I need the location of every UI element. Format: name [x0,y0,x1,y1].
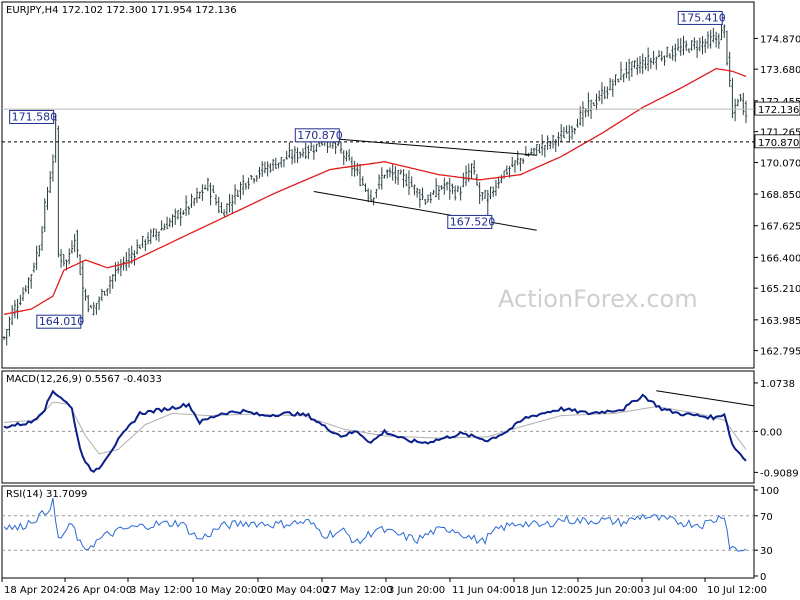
rsi-line [3,497,747,552]
rsi-axis-tick-label: 30 [760,546,773,557]
moving-average-layer [3,67,747,315]
rsi-panel-frame [1,485,755,579]
price-panel-frame [1,1,755,369]
macd-axis-tick-label: 0.00 [760,427,782,438]
annotation-box [9,109,55,124]
time-axis-tick-label: 3 May 12:00 [130,585,192,596]
channel-line [313,136,537,156]
time-axis-tick-label: 10 Jul 12:00 [707,585,767,596]
price-axis-tick-label: 170.070 [760,159,800,170]
annotation-label: 171.580 [12,110,58,123]
time-axis-tick-label: 25 Jun 20:00 [580,585,644,596]
rsi-axis-tick-label: 100 [760,486,779,497]
support-price-box [754,134,800,149]
watermark: ActionForex.com [498,285,698,313]
annotation-box [677,10,723,25]
macd-signal-line [3,401,747,455]
price-axis-tick-label: 173.680 [760,65,800,76]
price-axis-tick-label: 167.625 [760,222,800,233]
price-axis-tick-label: 162.795 [760,347,800,358]
annotation-box [294,128,340,143]
macd-panel-title: MACD(12,26,9) 0.5567 -0.4033 [6,374,162,385]
time-axis-tick-label: 20 May 04:00 [260,585,329,596]
time-axis-tick-label: 18 Jun 12:00 [516,585,580,596]
rsi-axis-tick-label: 0 [760,572,766,583]
time-axis-tick-label: 11 Jun 04:00 [452,585,516,596]
price-axis-tick-label: 168.850 [760,190,800,201]
last-price-label: 172.136 [758,105,799,116]
support-price-label: 170.870 [758,138,799,149]
time-axis-tick-label: 27 May 12:00 [324,585,393,596]
time-axis-tick-label: 10 May 20:00 [195,585,264,596]
annotation-label: 167.520 [450,215,496,228]
price-panel-title: EURJPY,H4 172.102 172.300 171.954 172.13… [6,5,237,16]
sma-line [3,67,747,315]
channel-line [313,190,537,231]
annotation-box [36,314,82,329]
time-axis-tick-label: 3 Jul 04:00 [644,585,698,596]
price-axis-tick-label: 166.400 [760,253,800,264]
macd-axis-tick-label: -0.9089 [760,468,799,479]
rsi-axis-tick-label: 70 [760,512,773,523]
last-price-box [754,101,800,116]
time-axis-tick-label: 26 Apr 04:00 [67,585,132,596]
annotation-box [447,214,493,229]
time-axis-tick-label: 3 Jun 20:00 [388,585,445,596]
price-axis-tick-label: 163.985 [760,316,800,327]
annotation-label: 170.870 [297,129,343,142]
macd-line [3,389,747,473]
annotation-label: 175.410 [680,11,726,24]
time-axis-tick-label: 18 Apr 2024 [4,585,66,596]
axes-layer: 174.870173.680172.455171.265170.070168.8… [1,34,800,596]
macd-trendline [656,390,755,407]
price-series-layer [2,24,748,346]
macd-layer [2,389,755,473]
macd-axis-tick-label: 1.0738 [760,379,795,390]
annotation-layer: 171.580 164.010 170.870 167.520 175.410 [9,10,726,329]
rsi-layer [2,497,754,552]
price-axis-tick-label: 171.265 [760,128,800,139]
price-axis-tick-label: 165.210 [760,284,800,295]
annotation-label: 164.010 [39,315,84,328]
macd-panel-frame [1,370,755,484]
price-axis-tick-label: 174.870 [760,34,800,45]
rsi-panel-title: RSI(14) 31.7099 [6,489,87,500]
